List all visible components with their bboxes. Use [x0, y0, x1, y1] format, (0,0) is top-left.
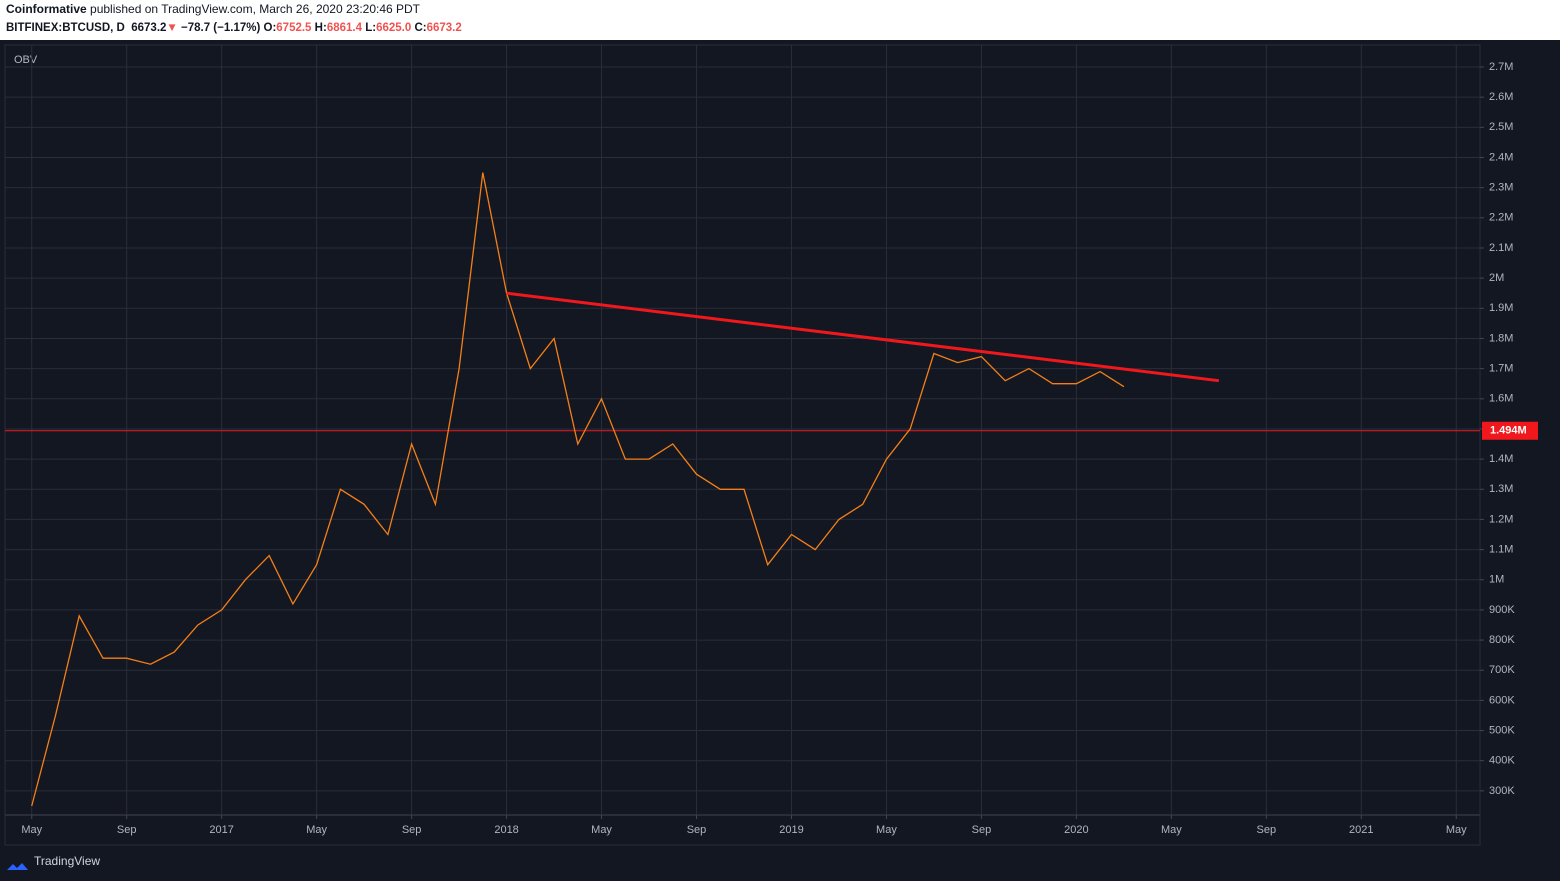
y-tick-label: 1.7M: [1489, 363, 1513, 375]
y-tick-label: 600K: [1489, 694, 1515, 706]
x-tick-label: 2019: [779, 824, 803, 836]
symbol: BITFINEX:BTCUSD, D: [6, 22, 125, 34]
x-tick-label: May: [591, 824, 612, 836]
header-line-2: BITFINEX:BTCUSD, D 6673.2▼ −78.7 (−1.17%…: [6, 19, 1560, 38]
y-tick-label: 900K: [1489, 604, 1515, 616]
y-tick-label: 2.3M: [1489, 182, 1513, 194]
y-tick-label: 500K: [1489, 724, 1515, 736]
y-tick-label: 700K: [1489, 664, 1515, 676]
x-tick-label: 2017: [209, 824, 233, 836]
y-tick-label: 800K: [1489, 634, 1515, 646]
high: 6861.4: [326, 22, 362, 34]
open: 6752.5: [276, 22, 312, 34]
x-tick-label: Sep: [117, 824, 137, 836]
obv-line: [31, 172, 1125, 807]
y-tick-label: 2.6M: [1489, 91, 1513, 103]
published: published on TradingView.com, March 26, …: [90, 2, 421, 16]
x-tick-label: 2018: [494, 824, 518, 836]
last: 6673.2: [131, 22, 167, 34]
y-tick-label: 2.5M: [1489, 121, 1513, 133]
x-tick-label: May: [21, 824, 42, 836]
logo-icon: [7, 863, 28, 870]
y-tick-label: 300K: [1489, 785, 1515, 797]
x-tick-label: Sep: [402, 824, 422, 836]
x-tick-label: May: [1446, 824, 1467, 836]
y-tick-label: 2.1M: [1489, 242, 1513, 254]
level-label: 1.494M: [1490, 425, 1527, 437]
grid: [5, 45, 1480, 815]
h-label: H:: [314, 22, 327, 34]
header-line-1: Coinformative published on TradingView.c…: [6, 0, 1560, 19]
low: 6625.0: [376, 22, 412, 34]
y-tick-label: 1.9M: [1489, 302, 1513, 314]
author: Coinformative: [6, 2, 87, 16]
y-tick-label: 2.4M: [1489, 151, 1513, 163]
arrow: ▼: [166, 22, 178, 34]
y-tick-label: 1.6M: [1489, 393, 1513, 405]
x-tick-label: May: [876, 824, 897, 836]
l-label: L:: [365, 22, 377, 34]
pane-border: [4, 44, 1481, 846]
y-tick-label: 1.4M: [1489, 453, 1513, 465]
x-tick-label: May: [1161, 824, 1182, 836]
header: Coinformative published on TradingView.c…: [0, 0, 1560, 40]
trend-line: [506, 291, 1220, 383]
x-tick-label: Sep: [1257, 824, 1277, 836]
o-label: O:: [263, 22, 277, 34]
x-tick-label: Sep: [972, 824, 992, 836]
y-tick-label: 1.2M: [1489, 513, 1513, 525]
footer-logo: [7, 863, 28, 870]
level-label-bg: [1482, 421, 1538, 440]
x-tick-label: 2020: [1064, 824, 1088, 836]
change: −78.7 (−1.17%): [181, 22, 261, 34]
indicator-label: OBV: [14, 54, 38, 66]
chart: OBV TradingView 300K 400K 500K 600K 700K 800K…: [0, 40, 1560, 881]
y-tick-label: 2.2M: [1489, 212, 1513, 224]
chart-bg: [0, 40, 1560, 881]
x-tick-label: May: [306, 824, 327, 836]
y-tick-label: 1.3M: [1489, 483, 1513, 495]
y-tick-label: 1.1M: [1489, 543, 1513, 555]
y-tick-label: 2.7M: [1489, 61, 1513, 73]
x-tick-label: Sep: [687, 824, 707, 836]
footer-brand: TradingView: [34, 854, 100, 868]
y-tick-label: 2M: [1489, 272, 1504, 284]
x-tick-label: 2021: [1349, 824, 1373, 836]
y-tick-label: 1.8M: [1489, 332, 1513, 344]
close: 6673.2: [426, 22, 462, 34]
y-tick-label: 400K: [1489, 755, 1515, 767]
c-label: C:: [414, 22, 427, 34]
y-tick-label: 1M: [1489, 574, 1504, 586]
